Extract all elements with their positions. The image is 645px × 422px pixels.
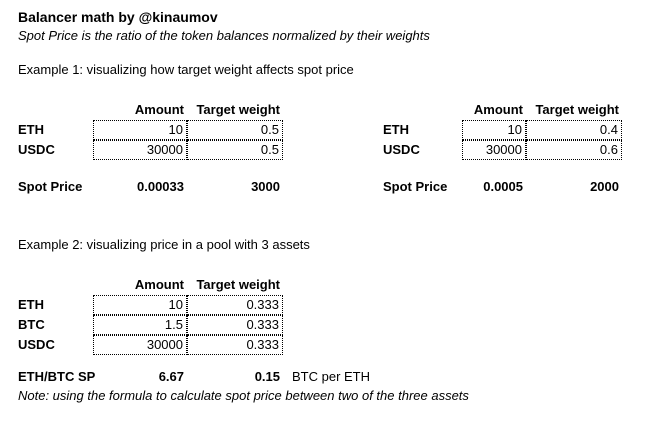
amount-cell[interactable]: 30000 xyxy=(93,335,187,355)
corner-spacer xyxy=(18,100,93,120)
amount-header: Amount xyxy=(134,277,184,292)
target-weight-cell[interactable]: 0.6 xyxy=(526,140,622,160)
target-weight-cell[interactable]: 0.5 xyxy=(187,120,283,140)
asset-label: USDC xyxy=(18,142,55,157)
amount-cell[interactable]: 10 xyxy=(462,120,526,140)
target-weight-cell[interactable]: 0.333 xyxy=(187,315,283,335)
target-weight-header: Target weight xyxy=(196,102,280,117)
corner-spacer xyxy=(18,275,93,295)
target-weight-header: Target weight xyxy=(535,102,619,117)
target-weight-cell[interactable]: 0.333 xyxy=(187,335,283,355)
asset-label: USDC xyxy=(383,142,420,157)
amount-cell[interactable]: 10 xyxy=(93,295,187,315)
asset-label: BTC xyxy=(18,317,45,332)
note-text: Note: using the formula to calculate spo… xyxy=(18,388,469,403)
example1-heading: Example 1: visualizing how target weight… xyxy=(18,62,354,77)
spot-price-label: Spot Price xyxy=(383,179,448,194)
example1-pool1-spot-price-row: Spot Price 0.00033 3000 xyxy=(18,177,283,197)
example1-pool2-table: Amount Target weight ETH 10 0.4 USDC 300… xyxy=(383,100,622,160)
example2-table: Amount Target weight ETH 10 0.333 BTC 1.… xyxy=(18,275,283,355)
amount-cell[interactable]: 30000 xyxy=(462,140,526,160)
amount-header: Amount xyxy=(473,102,523,117)
corner-spacer xyxy=(383,100,462,120)
asset-label: ETH xyxy=(18,122,44,137)
example1-pool2-spot-price-row: Spot Price 0.0005 2000 xyxy=(383,177,622,197)
amount-cell[interactable]: 10 xyxy=(93,120,187,140)
spot-price-value-b: 3000 xyxy=(251,179,280,194)
eth-btc-sp-unit: BTC per ETH xyxy=(292,369,371,384)
eth-btc-sp-value-b: 0.15 xyxy=(254,369,280,384)
asset-label: ETH xyxy=(383,122,409,137)
spot-price-label: Spot Price xyxy=(18,179,83,194)
target-weight-header: Target weight xyxy=(196,277,280,292)
example1-pool1-table: Amount Target weight ETH 10 0.5 USDC 300… xyxy=(18,100,283,160)
asset-label: ETH xyxy=(18,297,44,312)
spot-price-value-a: 0.00033 xyxy=(137,179,184,194)
target-weight-cell[interactable]: 0.5 xyxy=(187,140,283,160)
target-weight-cell[interactable]: 0.333 xyxy=(187,295,283,315)
page-title: Balancer math by @kinaumov xyxy=(18,9,218,25)
asset-label: USDC xyxy=(18,337,55,352)
target-weight-cell[interactable]: 0.4 xyxy=(526,120,622,140)
amount-header: Amount xyxy=(134,102,184,117)
eth-btc-sp-label: ETH/BTC SP xyxy=(18,369,96,384)
example2-heading: Example 2: visualizing price in a pool w… xyxy=(18,237,310,252)
spot-price-value-a: 0.0005 xyxy=(483,179,523,194)
example2-result-row: ETH/BTC SP 6.67 0.15 BTC per ETH xyxy=(18,367,403,387)
eth-btc-sp-value-a: 6.67 xyxy=(158,369,184,384)
amount-cell[interactable]: 1.5 xyxy=(93,315,187,335)
page-subtitle: Spot Price is the ratio of the token bal… xyxy=(18,28,430,43)
spot-price-value-b: 2000 xyxy=(590,179,619,194)
amount-cell[interactable]: 30000 xyxy=(93,140,187,160)
